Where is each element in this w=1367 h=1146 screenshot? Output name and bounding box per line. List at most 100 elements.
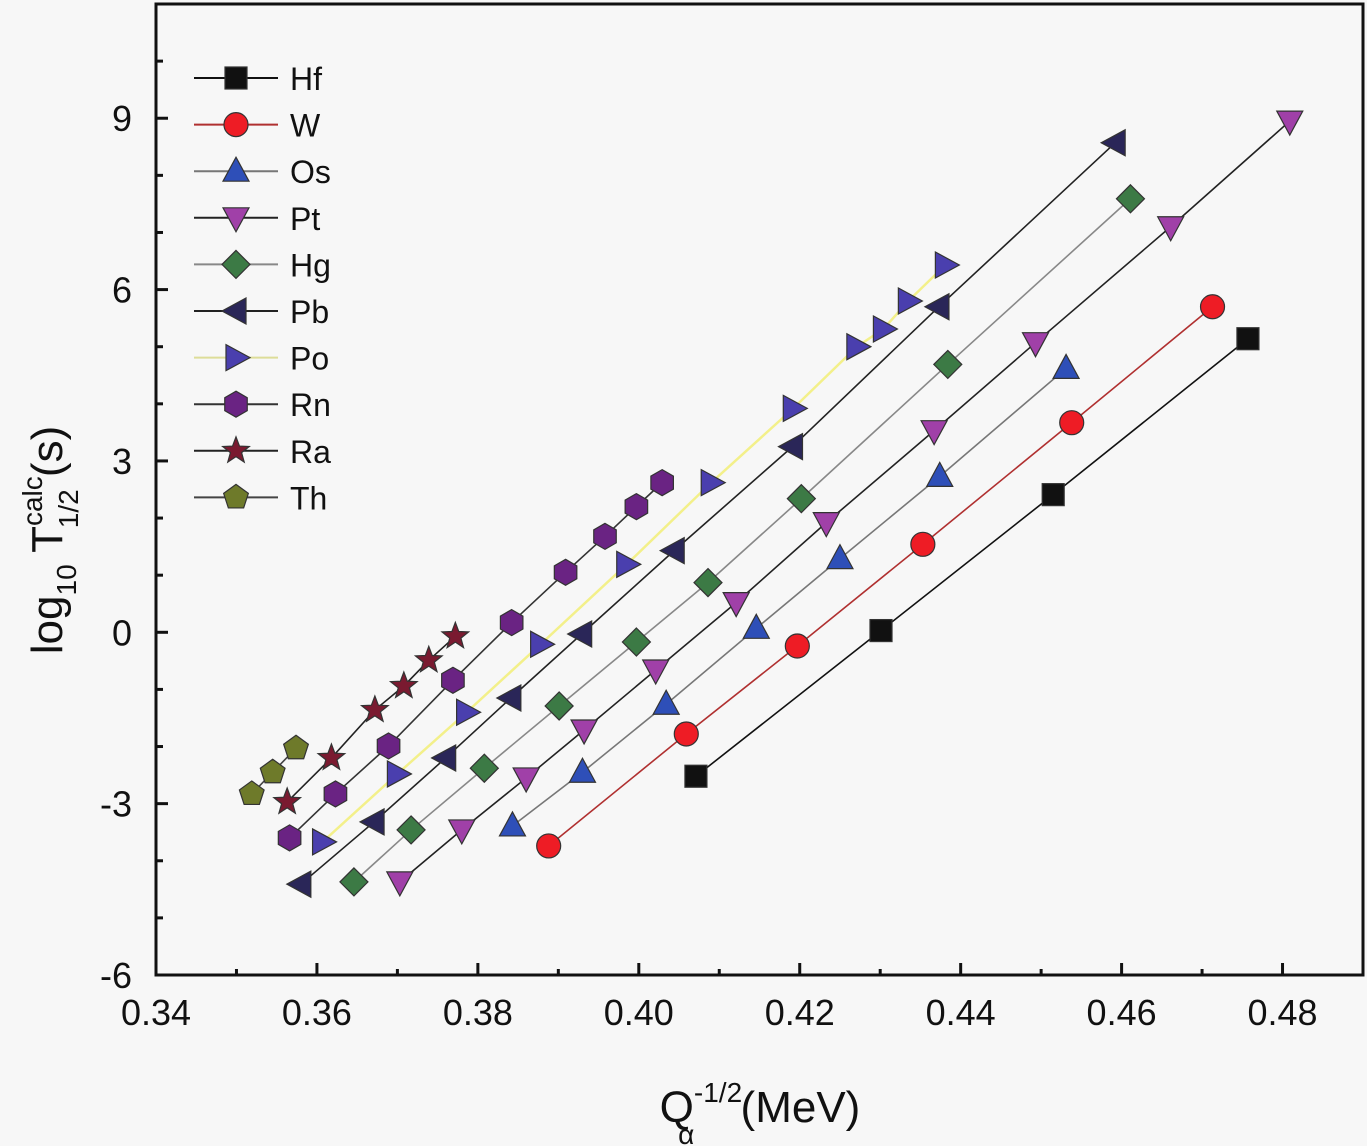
data-point-hg: [544, 691, 574, 721]
legend-item-rn: Rn: [194, 387, 331, 423]
data-point-rn: [593, 522, 617, 551]
legend-item-hf: Hf: [194, 61, 322, 97]
data-point-os: [498, 810, 527, 837]
x-tick-label: 0.46: [1087, 992, 1157, 1033]
series-ra: [272, 620, 471, 815]
legend-label: W: [290, 108, 321, 144]
legend-item-th: Th: [194, 480, 327, 516]
legend-item-pt: Pt: [194, 201, 320, 237]
legend-marker-ra: [221, 435, 251, 464]
legend-marker-po: [225, 343, 252, 372]
data-point-po: [616, 550, 642, 579]
data-point-pt: [385, 871, 414, 898]
data-point-th: [259, 758, 286, 784]
data-point-pb: [1099, 128, 1126, 157]
legend-marker-rn: [224, 390, 248, 418]
y-tick-label: -6: [100, 955, 132, 996]
data-point-ra: [272, 786, 303, 815]
data-point-rn: [376, 732, 401, 760]
data-point-pt: [1156, 216, 1185, 243]
x-title-sup: -1/2: [694, 1077, 742, 1108]
data-point-po: [782, 394, 809, 423]
series-line-pb: [300, 142, 1116, 885]
legend-marker-hf: [224, 66, 248, 90]
x-title-sub: α: [678, 1119, 694, 1146]
data-point-hf: [1236, 327, 1260, 351]
data-point-os: [1052, 353, 1081, 380]
data-point-ra: [359, 694, 390, 723]
data-point-pb: [923, 292, 950, 321]
x-tick-label: 0.44: [926, 992, 996, 1033]
legend-item-w: W: [194, 108, 321, 144]
legend-label: Pt: [290, 201, 320, 237]
data-point-rn: [553, 558, 578, 587]
data-point-ra: [316, 742, 347, 771]
y-axis-title: log10 Tcalc 1/2 (s): [17, 426, 84, 654]
y-tick-label: 9: [112, 98, 132, 139]
series-rn: [277, 468, 674, 852]
x-tick-label: 0.40: [604, 992, 674, 1033]
axes-layer: 0.34 0.36 0.38 0.40 0.42 0.44 0.46 0.48 -6 -3 0 3 6 9: [100, 2, 1365, 1033]
data-point-ra: [413, 644, 444, 673]
legend-label: Th: [290, 480, 327, 516]
data-point-pt: [1275, 110, 1304, 137]
data-point-hf: [869, 618, 893, 643]
legend-label: Pb: [290, 294, 329, 330]
series-layer: [238, 110, 1304, 899]
legend-label: Hf: [290, 61, 322, 97]
series-hg: [339, 183, 1146, 897]
data-point-po: [456, 698, 482, 727]
data-point-po: [872, 314, 899, 344]
legend-marker-w: [223, 111, 249, 138]
data-point-hg: [786, 483, 817, 514]
data-point-po: [846, 332, 873, 361]
data-point-po: [700, 468, 727, 497]
series-hf: [684, 327, 1260, 788]
data-point-pb: [658, 536, 685, 565]
data-point-w: [536, 833, 562, 859]
legend-marker-hg: [221, 249, 251, 280]
data-point-po: [311, 827, 338, 856]
series-line-hf: [695, 338, 1249, 777]
x-axis-title: Q-1/2 α (MeV): [660, 1077, 861, 1146]
x-tick-label: 0.38: [443, 992, 513, 1033]
data-point-pt: [447, 819, 476, 846]
data-point-hg: [339, 867, 369, 897]
x-tick-label: 0.48: [1247, 992, 1317, 1033]
y-title-unit: (s): [23, 426, 72, 490]
legend-label: Po: [290, 341, 329, 377]
x-tick-label: 0.36: [282, 992, 352, 1033]
legend-label: Ra: [290, 434, 331, 470]
data-point-hg: [1115, 183, 1146, 214]
data-point-os: [825, 543, 854, 570]
series-th: [238, 734, 310, 806]
data-point-po: [386, 759, 413, 788]
y-tick-label: 6: [112, 270, 132, 311]
data-point-pb: [358, 807, 385, 836]
data-point-hf: [684, 764, 708, 788]
y-tick-label: 0: [112, 612, 132, 653]
legend-item-hg: Hg: [194, 247, 331, 283]
x-title-unit: (MeV): [728, 1083, 860, 1132]
legend-item-os: Os: [194, 154, 331, 190]
data-point-rn: [277, 824, 302, 852]
data-point-rn: [624, 492, 649, 521]
data-point-rn: [499, 608, 524, 637]
legend-item-po: Po: [194, 341, 329, 377]
data-point-w: [673, 721, 699, 747]
data-point-hf: [1041, 483, 1065, 507]
data-point-po: [530, 630, 556, 659]
data-point-os: [925, 461, 954, 487]
y-tick-label: 3: [112, 441, 132, 482]
data-point-pt: [722, 591, 751, 618]
legend-marker-pt: [221, 207, 251, 234]
data-point-ra: [388, 670, 419, 699]
x-tick-label: 0.42: [765, 992, 835, 1033]
y-title-sub10: 10: [51, 564, 82, 595]
data-point-th: [238, 780, 265, 806]
data-point-os: [568, 756, 597, 783]
data-point-rn: [441, 666, 465, 694]
data-point-pt: [570, 719, 599, 746]
x-title-Q: Q: [660, 1083, 694, 1132]
data-point-hg: [469, 753, 500, 784]
